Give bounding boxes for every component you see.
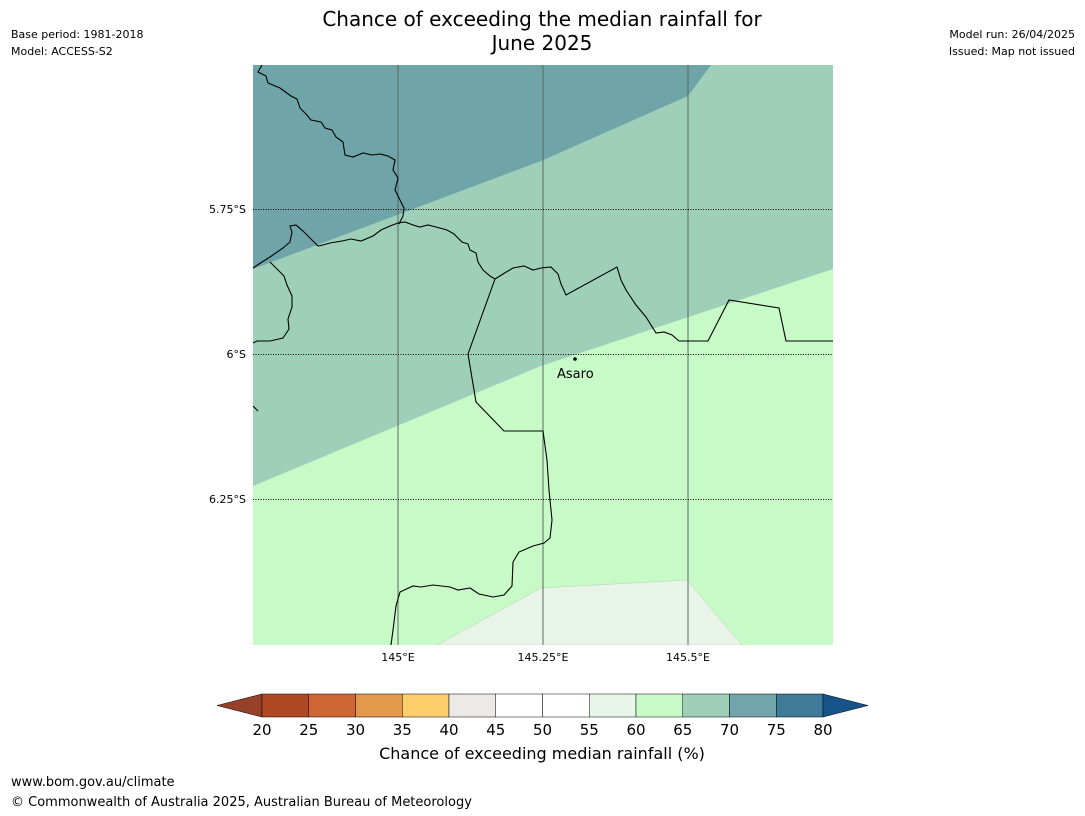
colorbar-tick-label: 20 — [252, 721, 271, 739]
title-line-2: June 2025 — [491, 31, 593, 55]
lon-label-145-25: 145.25°E — [518, 651, 569, 664]
lat-label-6: 6°S — [227, 348, 246, 361]
colorbar-segment — [589, 693, 637, 718]
colorbar-tick-label: 45 — [486, 721, 505, 739]
colorbar-tick-label: 65 — [673, 721, 692, 739]
colorbar-tick-label: 60 — [626, 721, 645, 739]
meta-right: Model run: 26/04/2025 Issued: Map not is… — [949, 26, 1075, 60]
base-period-label: Base period: 1981-2018 — [11, 28, 144, 41]
colorbar-segment — [402, 693, 450, 718]
province-borders — [253, 65, 833, 645]
band-55-60 — [436, 579, 743, 645]
footer-copyright: © Commonwealth of Australia 2025, Austra… — [11, 795, 472, 810]
colorbar-title: Chance of exceeding median rainfall (%) — [379, 744, 705, 763]
issued-label: Issued: Map not issued — [948, 45, 1075, 58]
colorbar-segment — [448, 693, 496, 718]
colorbar-segment — [776, 693, 824, 718]
title-line-1: Chance of exceeding the median rainfall … — [322, 7, 762, 31]
colorbar-tick-label: 40 — [439, 721, 458, 739]
colorbar-tick-label: 80 — [813, 721, 832, 739]
colorbar-under-arrow — [216, 693, 263, 718]
colorbar-tick-label: 30 — [346, 721, 365, 739]
colorbar-segment — [355, 693, 403, 718]
colorbar-segment — [495, 693, 543, 718]
colorbar-tick-label: 50 — [533, 721, 552, 739]
meta-left: Base period: 1981-2018 Model: ACCESS-S2 — [11, 26, 143, 60]
colorbar-segment — [729, 693, 777, 718]
model-label: Model: ACCESS-S2 — [11, 45, 113, 58]
colorbar-tick-label: 75 — [767, 721, 786, 739]
colorbar-segment — [542, 693, 590, 718]
colorbar-tick-label: 70 — [720, 721, 739, 739]
footer-url[interactable]: www.bom.gov.au/climate — [11, 775, 175, 790]
lat-label-6-25: 6.25°S — [209, 493, 246, 506]
band-70-75 — [253, 65, 711, 269]
colorbar-segment — [682, 693, 730, 718]
colorbar-over-arrow — [822, 693, 869, 718]
colorbar: 20 25 30 35 40 45 50 55 60 65 70 75 80 — [216, 693, 869, 739]
colorbar-tick-label: 55 — [580, 721, 599, 739]
colorbar-tick-label: 25 — [299, 721, 318, 739]
asaro-label: Asaro — [557, 367, 594, 382]
map-area[interactable]: Asaro — [253, 65, 833, 645]
model-run-label: Model run: 26/04/2025 — [949, 28, 1075, 41]
asaro-marker — [573, 357, 577, 361]
colorbar-tick-label: 35 — [393, 721, 412, 739]
colorbar-segment — [261, 693, 309, 718]
colorbar-segment — [635, 693, 683, 718]
lon-label-145-5: 145.5°E — [666, 651, 710, 664]
map-title: Chance of exceeding the median rainfall … — [242, 7, 842, 55]
lon-label-145: 145°E — [381, 651, 414, 664]
colorbar-segment — [308, 693, 356, 718]
lat-label-5-75: 5.75°S — [209, 203, 246, 216]
